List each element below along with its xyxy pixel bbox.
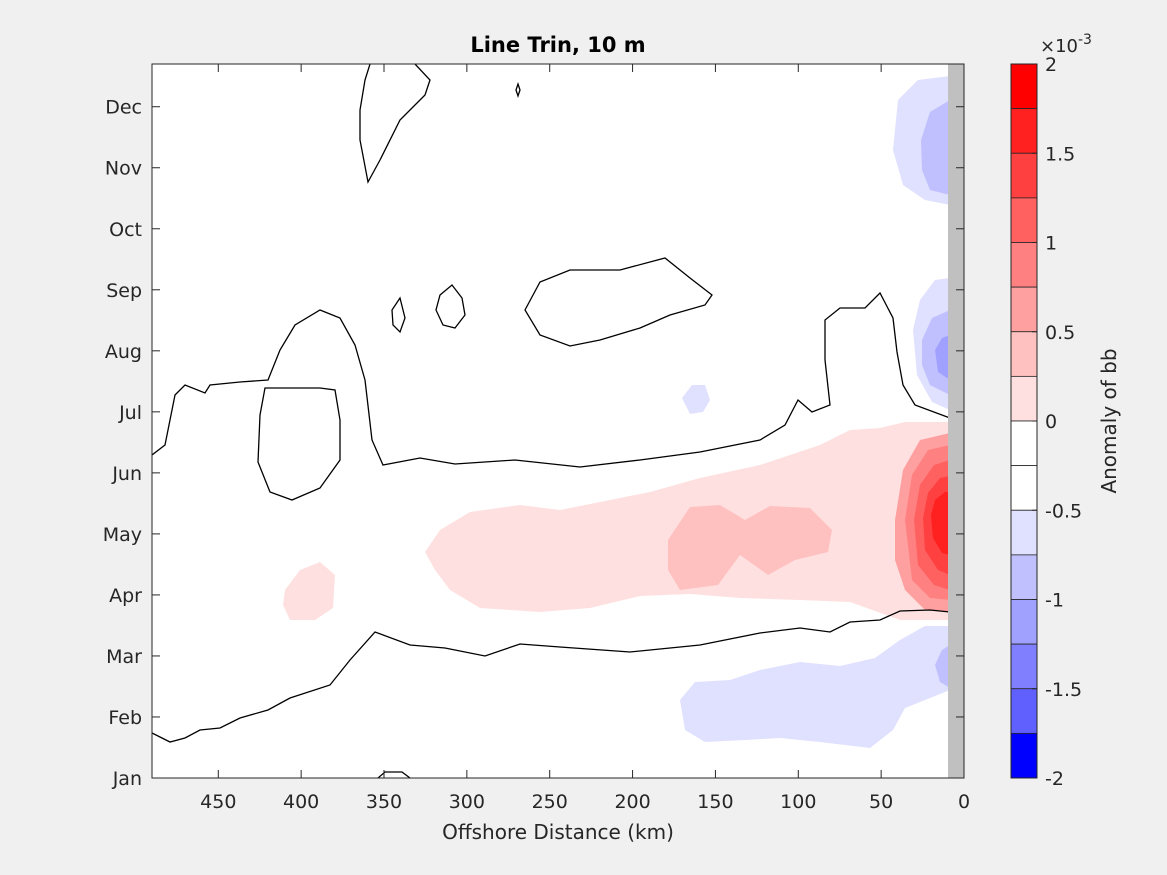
colorbar-swatch bbox=[1010, 242, 1038, 288]
y-axis: Jan Feb Mar Apr May Jun Jul Aug Sep Oct Nov Dec bbox=[103, 97, 964, 790]
zero-contour-dec-loop bbox=[359, 64, 431, 184]
colorbar-swatch bbox=[1010, 286, 1038, 333]
positive-region-mid bbox=[668, 505, 832, 590]
x-tick-label: 0 bbox=[958, 791, 970, 813]
y-tick-label: Dec bbox=[105, 97, 142, 119]
negative-region-winter-core bbox=[935, 645, 950, 688]
land-mask bbox=[948, 64, 964, 778]
colorbar-swatch bbox=[1010, 108, 1038, 154]
zero-contour-jan-edge bbox=[377, 771, 411, 778]
y-tick-label: Jul bbox=[118, 402, 142, 424]
x-tick-label: 250 bbox=[532, 791, 568, 813]
y-tick-label: Aug bbox=[105, 341, 142, 363]
x-tick-label: 400 bbox=[283, 791, 319, 813]
colorbar-swatch bbox=[1010, 465, 1038, 511]
colorbar-swatch bbox=[1010, 420, 1038, 467]
positive-patch-small bbox=[283, 562, 335, 620]
zero-contour-sep-island-a bbox=[391, 296, 406, 334]
colorbar-tick-label: -1.5 bbox=[1045, 679, 1082, 701]
x-tick-label: 450 bbox=[200, 791, 236, 813]
colorbar: 2 1.5 1 0.5 0 -0.5 -1 -1.5 -2 bbox=[1010, 54, 1082, 790]
colorbar-tick-label: 1 bbox=[1045, 233, 1057, 255]
x-axis: 450 400 350 300 250 200 150 100 50 0 bbox=[200, 64, 970, 813]
contour-fill-layer bbox=[152, 64, 951, 778]
x-tick-label: 300 bbox=[449, 791, 485, 813]
colorbar-swatch bbox=[1010, 732, 1038, 779]
x-axis-label: Offshore Distance (km) bbox=[442, 820, 674, 844]
y-tick-label: Apr bbox=[109, 585, 142, 607]
colorbar-tick-label: 1.5 bbox=[1045, 143, 1075, 165]
zero-contour-lower bbox=[152, 609, 951, 743]
x-tick-label: 150 bbox=[697, 791, 733, 813]
zero-contour-sep-island-b bbox=[435, 284, 466, 329]
axes-box bbox=[151, 63, 965, 779]
zero-contours bbox=[152, 64, 951, 778]
colorbar-tick-label: 0.5 bbox=[1045, 322, 1075, 344]
zero-contour-sep-island-c bbox=[524, 257, 713, 347]
colorbar-swatch bbox=[1010, 554, 1038, 600]
x-tick-label: 350 bbox=[366, 791, 402, 813]
colorbar-label: Anomaly of bb bbox=[1097, 348, 1121, 493]
colorbar-swatch bbox=[1010, 688, 1038, 734]
y-tick-label: Sep bbox=[106, 280, 142, 302]
plot-area bbox=[151, 63, 965, 779]
negative-patch-july bbox=[682, 385, 710, 414]
y-tick-label: Nov bbox=[105, 158, 142, 180]
zero-contour-upper bbox=[152, 291, 951, 468]
colorbar-tick-label: -0.5 bbox=[1045, 500, 1082, 522]
positive-core-5 bbox=[931, 492, 950, 555]
colorbar-swatch bbox=[1010, 197, 1038, 243]
negative-region-summer-core2 bbox=[935, 335, 950, 380]
colorbar-tick-label: 2 bbox=[1045, 54, 1057, 76]
y-tick-label: Jan bbox=[112, 768, 142, 790]
colorbar-swatch bbox=[1010, 599, 1038, 645]
colorbar-swatch bbox=[1010, 509, 1038, 556]
colorbar-tick-label: -2 bbox=[1045, 768, 1064, 790]
colorbar-tick-label: 0 bbox=[1045, 411, 1057, 433]
x-tick-label: 50 bbox=[869, 791, 893, 813]
x-tick-label: 200 bbox=[614, 791, 650, 813]
y-tick-label: Mar bbox=[106, 646, 142, 668]
colorbar-swatch bbox=[1010, 643, 1038, 690]
colorbar-swatch bbox=[1010, 331, 1038, 377]
negative-region-autumn-core bbox=[921, 100, 950, 195]
chart-title: Line Trin, 10 m bbox=[470, 33, 645, 57]
negative-region-winter bbox=[680, 626, 950, 748]
plot-background bbox=[152, 64, 964, 778]
y-tick-label: Feb bbox=[108, 707, 142, 729]
zero-contour-jun-loop bbox=[257, 387, 341, 501]
x-tick-label: 100 bbox=[780, 791, 816, 813]
y-tick-label: Jun bbox=[111, 463, 142, 485]
zero-contour-dec-dot bbox=[515, 81, 521, 99]
colorbar-exponent: ×10-3 bbox=[1040, 32, 1092, 57]
colorbar-swatch bbox=[1010, 63, 1038, 110]
colorbar-swatch bbox=[1010, 152, 1038, 199]
y-tick-label: May bbox=[103, 524, 142, 546]
colorbar-tick-label: -1 bbox=[1045, 590, 1064, 612]
colorbar-swatch bbox=[1010, 375, 1038, 422]
y-tick-label: Oct bbox=[109, 219, 142, 241]
